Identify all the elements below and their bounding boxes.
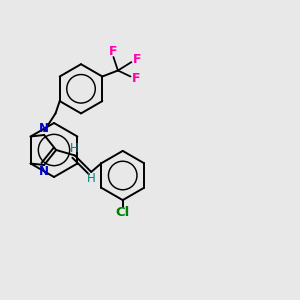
Text: F: F (133, 53, 141, 66)
Text: N: N (39, 122, 49, 135)
Text: H: H (87, 172, 96, 185)
Text: H: H (70, 142, 79, 155)
Text: F: F (132, 71, 140, 85)
Text: F: F (109, 45, 118, 58)
Text: N: N (39, 165, 49, 178)
Text: Cl: Cl (116, 206, 130, 219)
